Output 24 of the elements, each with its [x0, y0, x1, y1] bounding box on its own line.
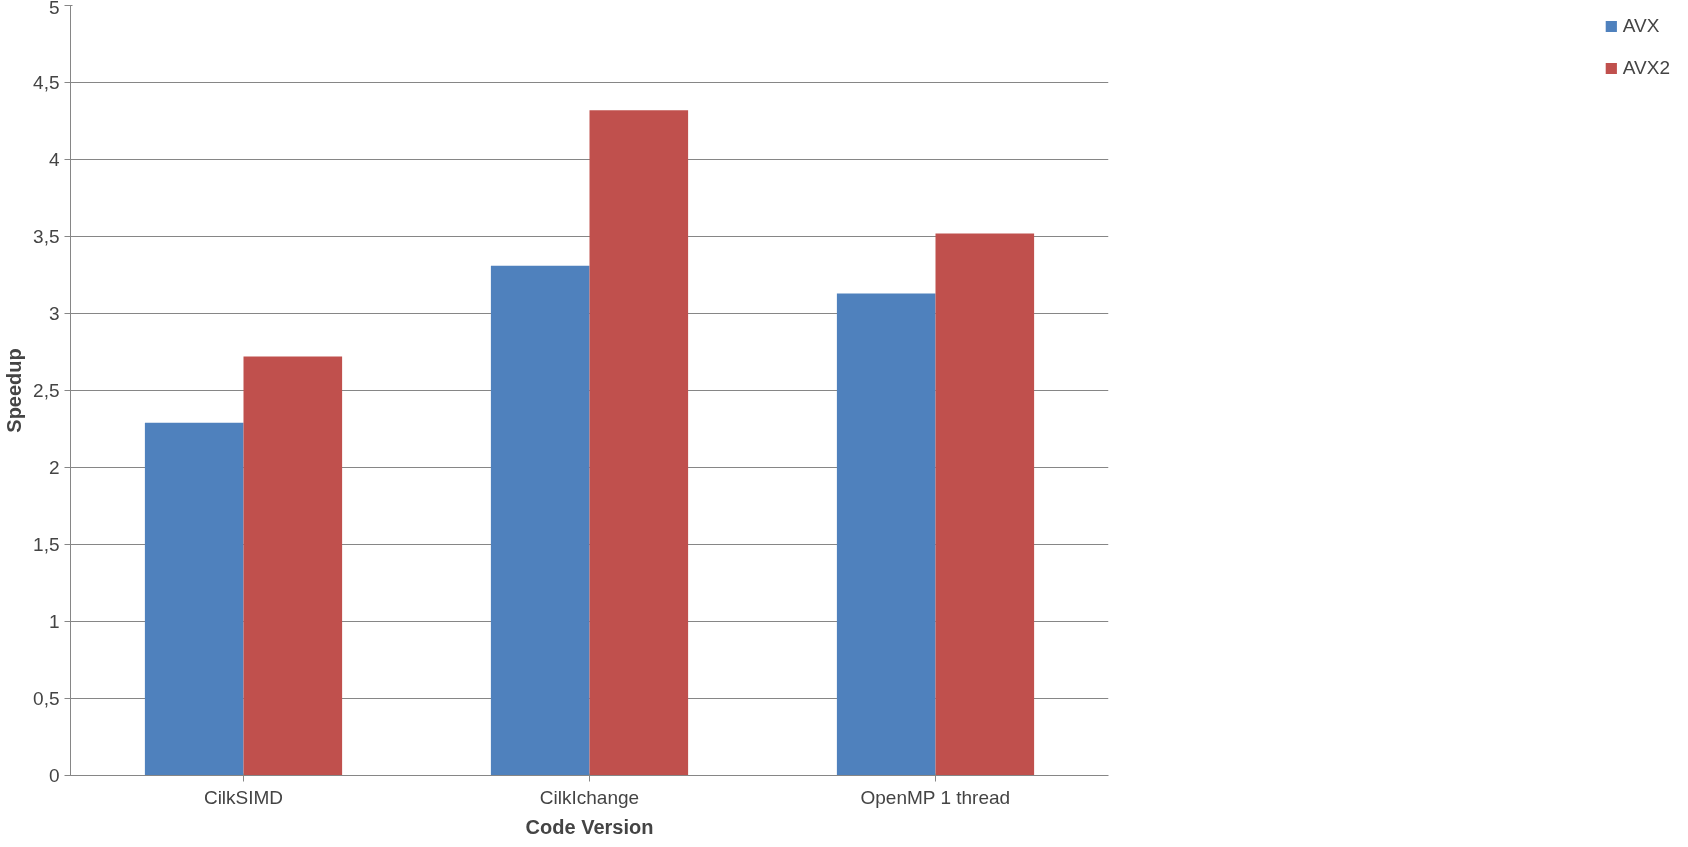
x-tick-label: CilkIchange	[539, 786, 640, 808]
bar	[836, 293, 936, 776]
y-tick-label: 4,5	[33, 72, 60, 93]
x-tick-label: OpenMP 1 thread	[860, 786, 1011, 808]
bar	[589, 110, 689, 776]
x-axis-title: Code Version	[525, 815, 654, 838]
y-tick-label: 2,5	[33, 380, 60, 401]
y-axis-title: Speedup	[3, 348, 26, 433]
y-tick-label: 3	[48, 303, 60, 324]
y-tick-label: 1,5	[33, 534, 60, 555]
bar	[144, 422, 244, 776]
y-tick-label: 5	[48, 0, 60, 18]
legend-label: AVX2	[1622, 57, 1670, 79]
x-tick-label: CilkSIMD	[203, 786, 284, 808]
legend-label: AVX	[1622, 15, 1660, 37]
y-tick-label: 2	[48, 457, 60, 478]
y-tick-label: 3,5	[33, 226, 60, 247]
bar	[935, 233, 1035, 776]
bar	[243, 356, 343, 776]
bar	[490, 265, 590, 776]
y-tick-label: 1	[48, 611, 60, 632]
y-tick-label: 4	[48, 149, 60, 170]
y-tick-label: 0	[48, 765, 60, 786]
y-tick-label: 0,5	[33, 688, 60, 709]
